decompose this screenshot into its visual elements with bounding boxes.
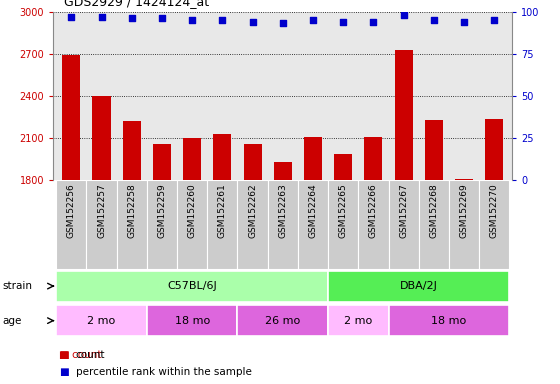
- Text: count: count: [76, 350, 105, 360]
- Text: ■: ■: [59, 367, 68, 377]
- Point: [127, 15, 136, 22]
- Bar: [244, 144, 262, 180]
- Bar: [92, 96, 110, 180]
- Text: GSM152267: GSM152267: [399, 183, 408, 238]
- Point: [309, 17, 318, 23]
- Text: 18 mo: 18 mo: [175, 316, 210, 326]
- Bar: [334, 154, 352, 180]
- Bar: [425, 120, 443, 180]
- Text: age: age: [3, 316, 22, 326]
- Text: ■ count: ■ count: [59, 350, 101, 360]
- Text: GSM152265: GSM152265: [339, 183, 348, 238]
- Point: [67, 13, 76, 20]
- Bar: [207, 180, 237, 269]
- Bar: [298, 180, 328, 269]
- Text: GSM152256: GSM152256: [67, 183, 76, 238]
- Point: [399, 12, 408, 18]
- Text: 2 mo: 2 mo: [87, 316, 116, 326]
- Text: strain: strain: [3, 281, 33, 291]
- Text: GSM152257: GSM152257: [97, 183, 106, 238]
- Point: [97, 13, 106, 20]
- Bar: [147, 305, 237, 336]
- Text: 2 mo: 2 mo: [344, 316, 372, 326]
- Bar: [389, 180, 419, 269]
- Bar: [153, 144, 171, 180]
- Bar: [304, 137, 322, 180]
- Bar: [365, 137, 382, 180]
- Point: [188, 17, 197, 23]
- Bar: [213, 134, 231, 180]
- Point: [339, 18, 348, 25]
- Bar: [56, 305, 147, 336]
- Bar: [358, 180, 389, 269]
- Bar: [485, 119, 503, 180]
- Bar: [449, 180, 479, 269]
- Point: [430, 17, 438, 23]
- Point: [369, 18, 378, 25]
- Text: GSM152258: GSM152258: [127, 183, 136, 238]
- Bar: [419, 180, 449, 269]
- Bar: [237, 180, 268, 269]
- Bar: [455, 179, 473, 180]
- Text: percentile rank within the sample: percentile rank within the sample: [76, 367, 251, 377]
- Text: DBA/2J: DBA/2J: [400, 281, 438, 291]
- Text: GSM152270: GSM152270: [490, 183, 499, 238]
- Bar: [328, 271, 510, 302]
- Text: GSM152262: GSM152262: [248, 183, 257, 238]
- Text: ■: ■: [59, 350, 68, 360]
- Text: GSM152264: GSM152264: [309, 183, 318, 238]
- Bar: [147, 180, 177, 269]
- Bar: [237, 305, 328, 336]
- Bar: [177, 180, 207, 269]
- Bar: [328, 305, 389, 336]
- Point: [157, 15, 166, 22]
- Bar: [395, 50, 413, 180]
- Point: [218, 17, 227, 23]
- Bar: [268, 180, 298, 269]
- Bar: [56, 271, 328, 302]
- Text: GSM152259: GSM152259: [157, 183, 166, 238]
- Point: [460, 18, 469, 25]
- Text: 18 mo: 18 mo: [431, 316, 466, 326]
- Text: GSM152266: GSM152266: [369, 183, 378, 238]
- Text: C57BL/6J: C57BL/6J: [167, 281, 217, 291]
- Bar: [183, 137, 201, 180]
- Point: [248, 18, 257, 25]
- Bar: [123, 121, 141, 180]
- Point: [490, 17, 499, 23]
- Text: GSM152269: GSM152269: [460, 183, 469, 238]
- Bar: [62, 55, 81, 180]
- Bar: [479, 180, 510, 269]
- Point: [278, 20, 287, 26]
- Bar: [274, 162, 292, 180]
- Text: GDS2929 / 1424124_at: GDS2929 / 1424124_at: [64, 0, 209, 8]
- Bar: [56, 180, 86, 269]
- Text: GSM152261: GSM152261: [218, 183, 227, 238]
- Bar: [328, 180, 358, 269]
- Text: GSM152260: GSM152260: [188, 183, 197, 238]
- Bar: [86, 180, 116, 269]
- Text: 26 mo: 26 mo: [265, 316, 300, 326]
- Bar: [389, 305, 510, 336]
- Bar: [116, 180, 147, 269]
- Text: GSM152268: GSM152268: [430, 183, 438, 238]
- Text: GSM152263: GSM152263: [278, 183, 287, 238]
